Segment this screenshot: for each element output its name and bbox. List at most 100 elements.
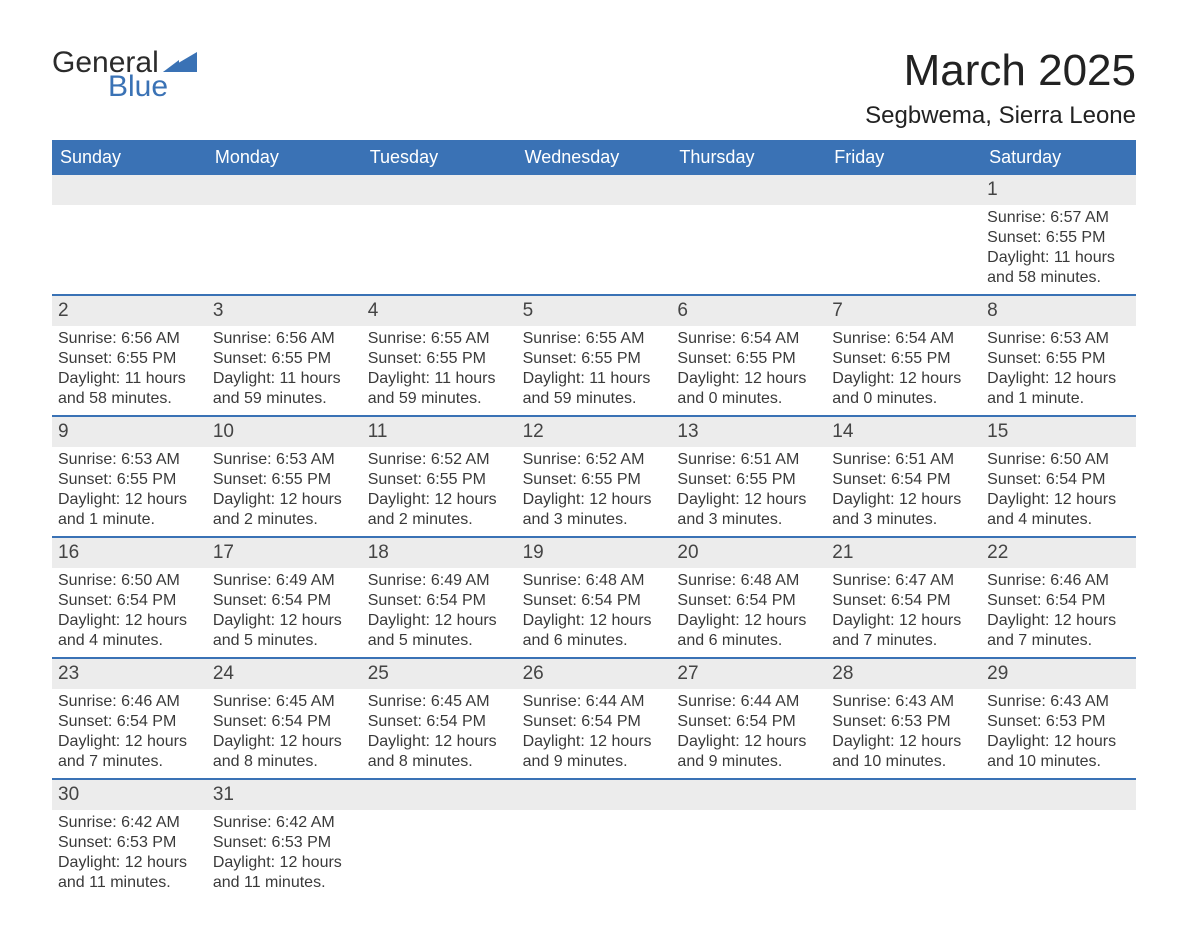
week-daynum-row: 1 [52,175,1136,205]
day-number: 20 [671,538,826,568]
sunset-text: Sunset: 6:54 PM [58,712,201,732]
title-block: March 2025 Segbwema, Sierra Leone [865,48,1136,130]
day-number: 24 [207,659,362,689]
day-number [517,780,672,810]
sunrise-text: Sunrise: 6:44 AM [523,692,666,712]
day-cell: Sunrise: 6:53 AMSunset: 6:55 PMDaylight:… [981,326,1136,415]
day-cell: Sunrise: 6:55 AMSunset: 6:55 PMDaylight:… [517,326,672,415]
daylight-text: Daylight: 12 hours and 5 minutes. [213,611,356,651]
day-cell: Sunrise: 6:51 AMSunset: 6:54 PMDaylight:… [826,447,981,536]
day-number: 8 [981,296,1136,326]
sunrise-text: Sunrise: 6:48 AM [677,571,820,591]
day-cell: Sunrise: 6:52 AMSunset: 6:55 PMDaylight:… [517,447,672,536]
day-number: 1 [981,175,1136,205]
day-cell: Sunrise: 6:45 AMSunset: 6:54 PMDaylight:… [362,689,517,778]
daylight-text: Daylight: 12 hours and 4 minutes. [987,490,1130,530]
sunset-text: Sunset: 6:55 PM [58,349,201,369]
sunrise-text: Sunrise: 6:44 AM [677,692,820,712]
sunrise-text: Sunrise: 6:56 AM [213,329,356,349]
daylight-text: Daylight: 12 hours and 5 minutes. [368,611,511,651]
daylight-text: Daylight: 11 hours and 59 minutes. [213,369,356,409]
sunrise-text: Sunrise: 6:56 AM [58,329,201,349]
sunset-text: Sunset: 6:55 PM [677,470,820,490]
sunrise-text: Sunrise: 6:51 AM [677,450,820,470]
sunset-text: Sunset: 6:55 PM [987,228,1130,248]
weekday-header: Sunday [52,140,207,175]
week-body-row: Sunrise: 6:56 AMSunset: 6:55 PMDaylight:… [52,326,1136,415]
daylight-text: Daylight: 12 hours and 11 minutes. [58,853,201,893]
day-number: 15 [981,417,1136,447]
day-number: 23 [52,659,207,689]
daylight-text: Daylight: 12 hours and 3 minutes. [832,490,975,530]
sunrise-text: Sunrise: 6:52 AM [523,450,666,470]
day-number [207,175,362,205]
day-cell: Sunrise: 6:52 AMSunset: 6:55 PMDaylight:… [362,447,517,536]
weekday-header: Tuesday [362,140,517,175]
sunrise-text: Sunrise: 6:55 AM [368,329,511,349]
sunset-text: Sunset: 6:55 PM [987,349,1130,369]
day-number: 13 [671,417,826,447]
day-number: 10 [207,417,362,447]
day-number: 31 [207,780,362,810]
day-number: 22 [981,538,1136,568]
day-cell [671,205,826,294]
daylight-text: Daylight: 11 hours and 58 minutes. [987,248,1130,288]
week-body-row: Sunrise: 6:50 AMSunset: 6:54 PMDaylight:… [52,568,1136,657]
sunrise-text: Sunrise: 6:43 AM [832,692,975,712]
day-cell [52,205,207,294]
daylight-text: Daylight: 11 hours and 59 minutes. [368,369,511,409]
day-cell: Sunrise: 6:50 AMSunset: 6:54 PMDaylight:… [981,447,1136,536]
sunrise-text: Sunrise: 6:54 AM [832,329,975,349]
day-cell: Sunrise: 6:44 AMSunset: 6:54 PMDaylight:… [517,689,672,778]
day-cell: Sunrise: 6:42 AMSunset: 6:53 PMDaylight:… [52,810,207,899]
day-number: 19 [517,538,672,568]
daylight-text: Daylight: 12 hours and 10 minutes. [832,732,975,772]
sunrise-text: Sunrise: 6:45 AM [368,692,511,712]
day-cell [826,205,981,294]
daylight-text: Daylight: 12 hours and 3 minutes. [677,490,820,530]
daylight-text: Daylight: 12 hours and 2 minutes. [368,490,511,530]
sunrise-text: Sunrise: 6:52 AM [368,450,511,470]
daylight-text: Daylight: 12 hours and 7 minutes. [58,732,201,772]
daylight-text: Daylight: 12 hours and 1 minute. [58,490,201,530]
week-daynum-row: 3031 [52,778,1136,810]
week-daynum-row: 2345678 [52,294,1136,326]
week-daynum-row: 9101112131415 [52,415,1136,447]
day-number: 9 [52,417,207,447]
week-body-row: Sunrise: 6:53 AMSunset: 6:55 PMDaylight:… [52,447,1136,536]
sunrise-text: Sunrise: 6:55 AM [523,329,666,349]
day-number: 3 [207,296,362,326]
sunrise-text: Sunrise: 6:43 AM [987,692,1130,712]
day-number: 28 [826,659,981,689]
day-number [52,175,207,205]
daylight-text: Daylight: 12 hours and 7 minutes. [832,611,975,651]
day-number: 14 [826,417,981,447]
sunset-text: Sunset: 6:54 PM [213,591,356,611]
weekday-header-row: SundayMondayTuesdayWednesdayThursdayFrid… [52,140,1136,175]
day-cell [517,205,672,294]
day-number [362,780,517,810]
sunrise-text: Sunrise: 6:42 AM [213,813,356,833]
sunrise-text: Sunrise: 6:53 AM [58,450,201,470]
sunrise-text: Sunrise: 6:46 AM [58,692,201,712]
sunrise-text: Sunrise: 6:46 AM [987,571,1130,591]
day-cell [362,205,517,294]
day-cell [981,810,1136,899]
sunset-text: Sunset: 6:54 PM [523,591,666,611]
daylight-text: Daylight: 11 hours and 59 minutes. [523,369,666,409]
sunset-text: Sunset: 6:54 PM [832,470,975,490]
day-cell: Sunrise: 6:55 AMSunset: 6:55 PMDaylight:… [362,326,517,415]
week-daynum-row: 16171819202122 [52,536,1136,568]
sunset-text: Sunset: 6:55 PM [523,470,666,490]
calendar-grid: SundayMondayTuesdayWednesdayThursdayFrid… [52,140,1136,899]
top-row: General Blue March 2025 Segbwema, Sierra… [52,48,1136,130]
daylight-text: Daylight: 12 hours and 9 minutes. [677,732,820,772]
sunrise-text: Sunrise: 6:47 AM [832,571,975,591]
day-cell: Sunrise: 6:54 AMSunset: 6:55 PMDaylight:… [671,326,826,415]
day-cell: Sunrise: 6:49 AMSunset: 6:54 PMDaylight:… [207,568,362,657]
day-cell: Sunrise: 6:57 AMSunset: 6:55 PMDaylight:… [981,205,1136,294]
day-cell: Sunrise: 6:46 AMSunset: 6:54 PMDaylight:… [981,568,1136,657]
day-cell: Sunrise: 6:50 AMSunset: 6:54 PMDaylight:… [52,568,207,657]
daylight-text: Daylight: 12 hours and 4 minutes. [58,611,201,651]
day-number: 12 [517,417,672,447]
